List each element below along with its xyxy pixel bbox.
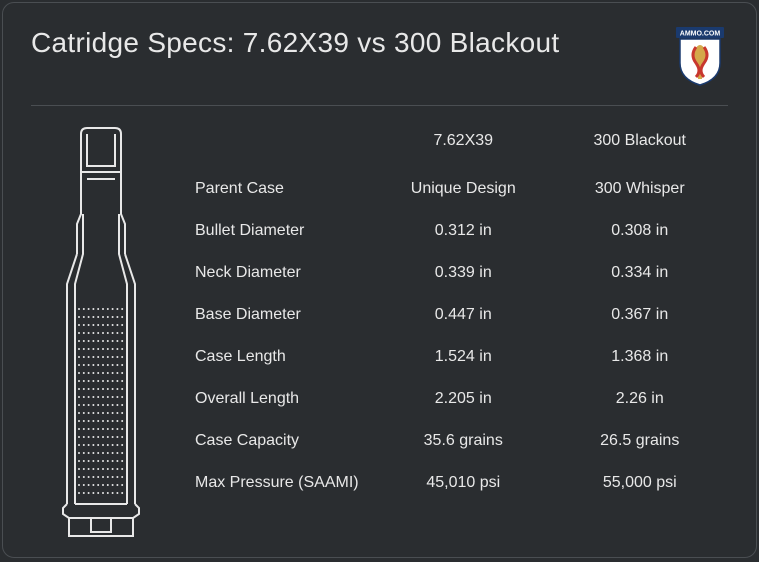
table-row: Case Capacity35.6 grains26.5 grains <box>195 420 728 462</box>
svg-text:AMMO.COM: AMMO.COM <box>680 31 721 38</box>
spec-value-col2: 0.334 in <box>552 264 729 282</box>
spec-label: Base Diameter <box>195 306 375 324</box>
spec-value-col2: 55,000 psi <box>552 474 729 492</box>
shield-logo-icon: AMMO.COM <box>672 27 728 87</box>
spec-value-col1: Unique Design <box>375 180 552 198</box>
table-row: Parent CaseUnique Design300 Whisper <box>195 168 728 210</box>
spec-value-col1: 0.312 in <box>375 222 552 240</box>
table-row: Max Pressure (SAAMI)45,010 psi55,000 psi <box>195 462 728 504</box>
spec-value-col2: 1.368 in <box>552 348 729 366</box>
table-row: Neck Diameter0.339 in0.334 in <box>195 252 728 294</box>
table-header-empty <box>195 132 375 150</box>
spec-label: Case Length <box>195 348 375 366</box>
spec-label: Case Capacity <box>195 432 375 450</box>
card-title: Catridge Specs: 7.62X39 vs 300 Blackout <box>31 27 559 59</box>
spec-label: Max Pressure (SAAMI) <box>195 474 375 492</box>
spec-value-col2: 2.26 in <box>552 390 729 408</box>
table-row: Overall Length2.205 in2.26 in <box>195 378 728 420</box>
spec-value-col1: 0.447 in <box>375 306 552 324</box>
column-header-2: 300 Blackout <box>552 132 729 150</box>
spec-value-col1: 1.524 in <box>375 348 552 366</box>
spec-value-col2: 0.367 in <box>552 306 729 324</box>
spec-value-col1: 45,010 psi <box>375 474 552 492</box>
table-row: Bullet Diameter0.312 in0.308 in <box>195 210 728 252</box>
column-header-1: 7.62X39 <box>375 132 552 150</box>
card-header: Catridge Specs: 7.62X39 vs 300 Blackout … <box>31 27 728 106</box>
spec-table: 7.62X39 300 Blackout Parent CaseUnique D… <box>195 124 728 544</box>
spec-value-col2: 0.308 in <box>552 222 729 240</box>
table-row: Base Diameter0.447 in0.367 in <box>195 294 728 336</box>
ammo-com-logo: AMMO.COM <box>672 27 728 87</box>
spec-value-col1: 35.6 grains <box>375 432 552 450</box>
spec-label: Parent Case <box>195 180 375 198</box>
cartridge-diagram-icon <box>31 124 171 544</box>
spec-label: Neck Diameter <box>195 264 375 282</box>
spec-value-col2: 300 Whisper <box>552 180 729 198</box>
spec-card: Catridge Specs: 7.62X39 vs 300 Blackout … <box>2 2 757 558</box>
spec-label: Overall Length <box>195 390 375 408</box>
table-header-row: 7.62X39 300 Blackout <box>195 124 728 168</box>
spec-label: Bullet Diameter <box>195 222 375 240</box>
table-row: Case Length1.524 in1.368 in <box>195 336 728 378</box>
spec-value-col1: 2.205 in <box>375 390 552 408</box>
spec-value-col2: 26.5 grains <box>552 432 729 450</box>
spec-value-col1: 0.339 in <box>375 264 552 282</box>
card-content: 7.62X39 300 Blackout Parent CaseUnique D… <box>31 124 728 544</box>
